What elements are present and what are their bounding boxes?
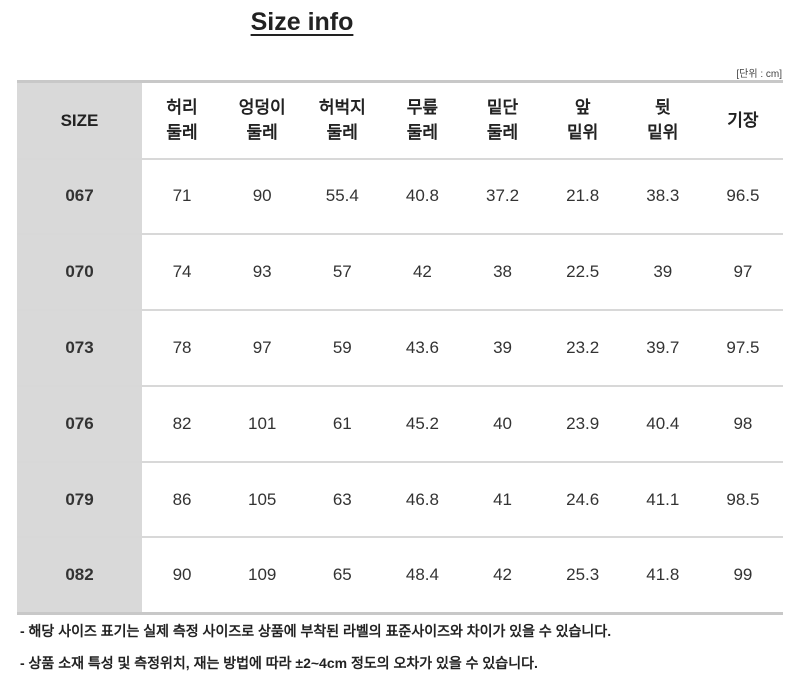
column-header-line: 앞: [574, 98, 591, 118]
page-title: Size info: [250, 8, 354, 36]
value-cell: 23.2: [566, 337, 600, 357]
value-cell: 105: [248, 489, 277, 509]
value-cell: 97: [733, 262, 753, 282]
value-cell: 39.7: [646, 337, 680, 357]
value-cell: 59: [332, 337, 352, 357]
value-cell: 97.5: [726, 337, 760, 357]
size-header: SIZE: [17, 81, 142, 159]
column-header-line: 밑위: [647, 123, 679, 143]
table-row: 076 82 101 61 45.2 40 23.9 40.4 98: [17, 385, 783, 462]
value-cell: 41.1: [646, 489, 680, 509]
table-row: 079 86 105 63 46.8 41 24.6 41.1 98.5: [17, 461, 783, 538]
value-cell: 40.8: [405, 186, 439, 206]
value-cell: 65: [332, 565, 352, 585]
column-header-line: 무릎: [406, 98, 439, 118]
column-header-line: 둘레: [326, 123, 358, 143]
column-header: 기장: [703, 82, 783, 159]
value-cell: 42: [412, 262, 432, 282]
value-cell: 38: [493, 262, 513, 282]
column-header-line: 둘레: [166, 123, 198, 143]
column-header-line: 둘레: [406, 123, 439, 143]
unit-label: [단위 : cm]: [736, 69, 782, 80]
value-cell: 74: [172, 262, 192, 282]
column-header-line: 허벅지: [318, 98, 366, 118]
table-row: 082 90 109 65 48.4 42 25.3 41.8 99: [17, 537, 783, 614]
column-header-line: 둘레: [246, 123, 278, 143]
column-header-line: 엉덩이: [238, 98, 286, 118]
value-cell: 40.4: [646, 413, 680, 433]
value-cell: 41.8: [646, 565, 680, 585]
notes: - 해당 사이즈 표기는 실제 측정 사이즈로 상품에 부착된 라벨의 표준사이…: [20, 621, 611, 685]
note-item: - 해당 사이즈 표기는 실제 측정 사이즈로 상품에 부착된 라벨의 표준사이…: [20, 623, 612, 639]
size-cell: 079: [17, 461, 142, 538]
value-cell: 39: [653, 262, 673, 282]
value-cell: 63: [332, 489, 352, 509]
value-cell: 98.5: [726, 489, 760, 509]
value-cell: 57: [332, 262, 352, 282]
value-cell: 93: [252, 262, 272, 282]
value-cell: 39: [493, 337, 513, 357]
value-cell: 96.5: [726, 186, 760, 206]
value-cell: 61: [332, 413, 352, 433]
value-cell: 43.6: [405, 337, 439, 357]
value-cell: 45.2: [405, 413, 439, 433]
column-header-line: 기장: [727, 110, 759, 130]
size-cell: 073: [17, 310, 142, 386]
value-cell: 21.8: [566, 186, 600, 206]
value-cell: 55.4: [325, 186, 359, 206]
value-cell: 46.8: [405, 489, 439, 509]
value-cell: 90: [172, 565, 192, 585]
value-cell: 78: [172, 337, 192, 357]
table-row: 070 74 93 57 42 38 22.5 39 97: [17, 234, 783, 311]
size-cell: 067: [17, 158, 142, 235]
column-header-line: 뒷: [654, 98, 671, 118]
size-cell: 070: [17, 234, 142, 311]
table-row: 073 78 97 59 43.6 39 23.2 39.7 97.5: [17, 310, 783, 386]
value-cell: 37.2: [486, 186, 520, 206]
value-cell: 22.5: [566, 262, 600, 282]
value-cell: 99: [733, 565, 753, 585]
value-cell: 71: [172, 186, 192, 206]
value-cell: 90: [252, 186, 272, 206]
value-cell: 23.9: [566, 413, 600, 433]
value-cell: 101: [248, 413, 277, 433]
value-cell: 25.3: [566, 565, 600, 585]
size-table: SIZE 허리 둘레 엉덩이 둘레 허벅지 둘레 무릎 둘레 밑단 둘레 앞 밑위 뒷 밑위 기장 067 7…: [17, 80, 783, 615]
size-cell: 076: [17, 385, 142, 462]
value-cell: 38.3: [646, 186, 680, 206]
value-cell: 40: [493, 413, 513, 433]
size-cell: 082: [17, 537, 142, 614]
value-cell: 98: [733, 413, 753, 433]
value-cell: 48.4: [405, 565, 439, 585]
column-header-line: 허리: [166, 98, 198, 118]
table-row: 067 71 90 55.4 40.8 37.2 21.8 38.3 96.5: [17, 158, 783, 235]
value-cell: 41: [493, 489, 513, 509]
column-header-line: 둘레: [486, 123, 519, 143]
value-cell: 24.6: [566, 489, 600, 509]
value-cell: 82: [172, 413, 192, 433]
column-header-line: 밑단: [486, 98, 519, 118]
value-cell: 86: [172, 489, 192, 509]
note-item: - 상품 소재 특성 및 측정위치, 재는 방법에 따라 ±2~4cm 정도의 …: [20, 655, 538, 671]
header-row: SIZE 허리 둘레 엉덩이 둘레 허벅지 둘레 무릎 둘레 밑단 둘레 앞 밑위 뒷 밑위 기장: [17, 81, 783, 159]
value-cell: 109: [248, 565, 277, 585]
column-header-line: 밑위: [567, 123, 599, 143]
value-cell: 42: [493, 565, 513, 585]
value-cell: 97: [252, 337, 272, 357]
